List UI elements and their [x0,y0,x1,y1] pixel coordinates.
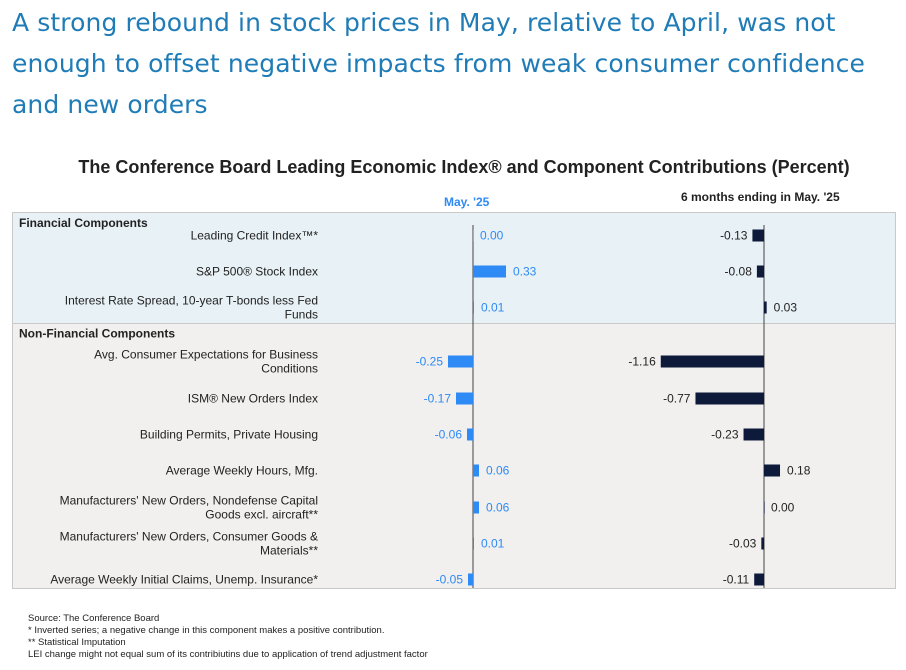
bar-may [473,501,479,514]
bar-six-months [761,537,764,550]
value-label-may: -0.06 [435,428,463,442]
bar-may [473,537,474,550]
bar-may [448,355,473,368]
section-title: Non-Financial Components [19,327,175,341]
footnote-imputation: ** Statistical Imputation [28,637,126,648]
row-label: Average Weekly Hours, Mfg. [166,464,318,478]
bar-six-months [764,501,765,514]
value-label-may: -0.17 [424,392,452,406]
bar-may [473,301,474,314]
value-label-six-months: -0.11 [723,573,750,587]
value-label-six-months: -0.03 [729,537,757,551]
bar-six-months [756,265,764,278]
row-label: Average Weekly Initial Claims, Unemp. In… [50,573,318,587]
plot-area: Financial Components Leading Credit Index… [12,212,896,589]
footnotes: Source: The Conference Board * Inverted … [28,613,428,661]
value-label-may: -0.05 [436,573,464,587]
row-label: Avg. Consumer Expectations for Business C… [94,348,318,376]
bar-may [473,229,474,242]
bar-may [473,265,506,278]
value-label-may: 0.06 [486,464,510,478]
value-label-may: 0.33 [513,265,537,279]
value-label-may: 0.01 [481,301,505,315]
column-header-six-months: 6 months ending in May. '25 [681,190,840,204]
bar-six-months [764,464,781,477]
value-label-six-months: -0.23 [711,428,739,442]
headline: A strong rebound in stock prices in May,… [12,8,865,119]
row-label: Building Permits, Private Housing [140,428,318,442]
chart-title: The Conference Board Leading Economic In… [78,157,850,177]
financial-section-bg [13,213,895,324]
value-label-may: -0.25 [416,355,444,369]
footnote-inverted: * Inverted series; a negative change in … [28,625,385,636]
footnote-source: Source: The Conference Board [28,613,160,624]
bar-six-months [752,229,764,242]
row-label: Leading Credit Index™* [191,229,319,243]
bar-six-months [660,355,764,368]
row-label: S&P 500® Stock Index [196,265,318,279]
value-label-six-months: 0.00 [771,501,795,515]
value-label-may: 0.01 [481,537,505,551]
bar-chart: Financial Components Leading Credit Index… [13,213,895,588]
value-label-may: 0.00 [480,229,504,243]
bar-may [467,428,473,441]
nonfinancial-section-bg [13,323,895,588]
bar-six-months [743,428,764,441]
bar-six-months [695,392,764,405]
column-header-may: May. '25 [444,195,490,209]
section-title: Financial Components [19,216,148,230]
value-label-six-months: -0.77 [663,392,691,406]
footnote-trend: LEI change might not equal sum of its co… [28,649,428,660]
bar-six-months [754,573,764,586]
value-label-six-months: -0.08 [725,265,753,279]
value-label-six-months: -0.13 [720,229,748,243]
bar-may [473,464,479,477]
value-label-six-months: 0.03 [774,301,798,315]
value-label-six-months: -1.16 [628,355,656,369]
bar-may [456,392,473,405]
bar-six-months [764,301,767,314]
row-label: ISM® New Orders Index [188,392,318,406]
value-label-six-months: 0.18 [787,464,811,478]
value-label-may: 0.06 [486,501,510,515]
row-label: Interest Rate Spread, 10-year T-bonds le… [65,294,318,322]
row-label: Manufacturers' New Orders, Nondefense Ca… [60,494,319,522]
bar-may [468,573,473,586]
row-label: Manufacturers' New Orders, Consumer Good… [60,530,319,558]
